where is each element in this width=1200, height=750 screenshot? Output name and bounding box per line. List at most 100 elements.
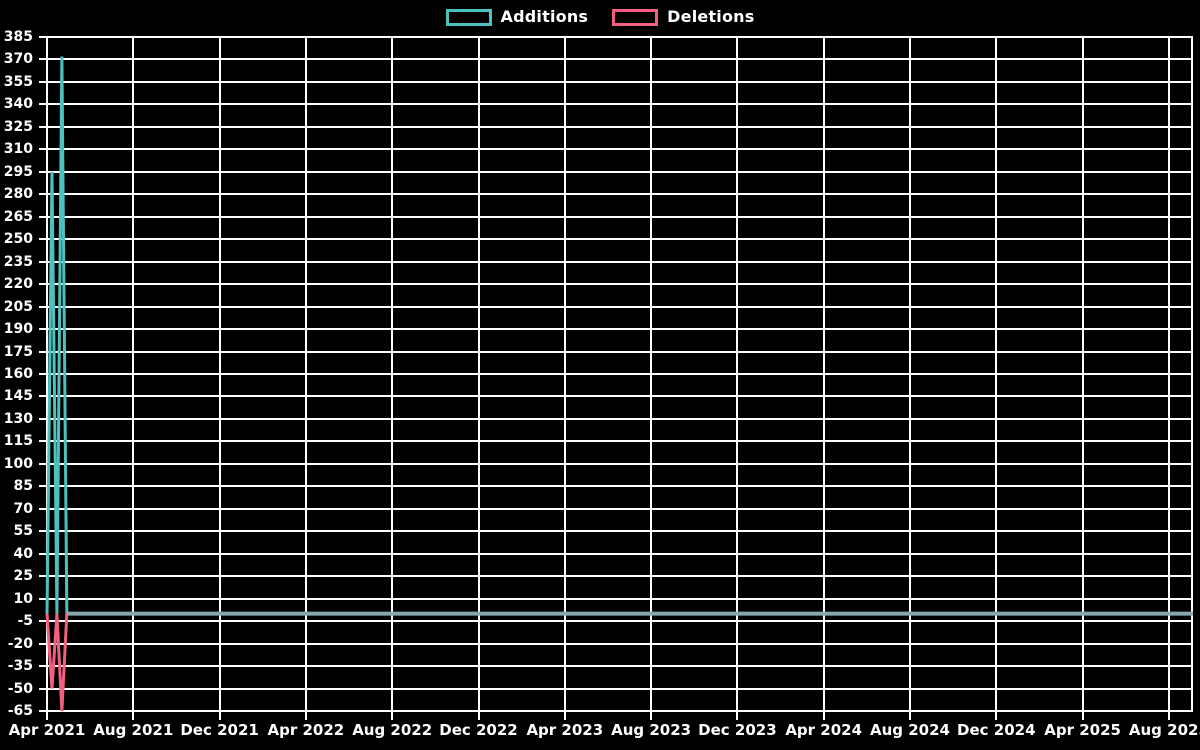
grid-line-vertical <box>132 37 135 711</box>
y-axis-label: -65 <box>7 703 33 719</box>
x-axis-label: Aug 2022 <box>352 721 433 739</box>
x-axis-tick <box>736 711 739 720</box>
y-axis-label: 70 <box>13 500 33 517</box>
x-axis-label: Dec 2023 <box>698 721 777 739</box>
y-axis-label: -50 <box>7 680 33 697</box>
y-axis-tick <box>39 620 47 623</box>
y-axis-tick <box>39 462 47 465</box>
y-axis-label: -35 <box>7 658 33 675</box>
y-axis-tick <box>39 125 47 128</box>
x-axis-label: Apr 2022 <box>267 721 345 739</box>
y-axis-label: -5 <box>17 613 33 630</box>
grid-line-horizontal <box>47 642 1193 645</box>
y-axis-label: 295 <box>3 163 33 180</box>
y-axis-tick <box>39 36 47 38</box>
y-axis-tick <box>39 440 47 443</box>
grid-line-horizontal <box>47 417 1193 420</box>
y-axis-tick <box>39 305 47 308</box>
plot-area: 385 370 355 340 325 310 295 280 265 250 235 220 205 1… <box>4 29 1200 739</box>
x-axis-label: Apr 2023 <box>526 721 604 739</box>
y-axis-tick <box>39 642 47 645</box>
grid-line-vertical <box>995 37 998 711</box>
grid-line-vertical <box>1081 37 1084 711</box>
grid-line-vertical <box>909 37 911 711</box>
y-axis-tick <box>39 80 47 83</box>
grid-line-horizontal <box>47 485 1193 488</box>
legend-item-deletions[interactable]: Deletions <box>612 7 755 26</box>
y-axis-tick <box>39 665 47 668</box>
y-axis-tick <box>39 58 47 61</box>
y-axis-tick <box>39 417 47 420</box>
y-axis-tick <box>39 193 47 196</box>
x-axis-tick <box>1167 711 1170 720</box>
y-axis-label: 205 <box>3 298 33 315</box>
grid-line-vertical <box>822 37 825 711</box>
x-axis-tick <box>909 711 911 720</box>
x-axis-label: Dec 2021 <box>180 721 259 739</box>
x-axis-tick <box>822 711 825 720</box>
x-axis-label: Apr 2021 <box>8 721 86 739</box>
y-axis-label: 235 <box>3 253 33 270</box>
y-axis-label: 220 <box>3 276 33 293</box>
y-axis-label: -20 <box>7 635 33 652</box>
x-axis-label: Aug 2024 <box>870 721 950 739</box>
y-axis-tick <box>39 485 47 488</box>
y-axis-tick <box>39 395 47 398</box>
grid-line-horizontal <box>47 283 1193 286</box>
y-axis-tick <box>39 238 47 241</box>
y-axis-label: 160 <box>3 366 33 382</box>
y-axis-label: 340 <box>3 96 33 113</box>
y-axis-tick <box>39 687 47 690</box>
y-axis-label: 10 <box>13 590 33 607</box>
x-axis-tick <box>1081 711 1084 720</box>
grid-line-vertical <box>218 37 221 711</box>
x-axis-label: Apr 2024 <box>785 721 863 739</box>
grid-line-horizontal <box>47 36 1193 38</box>
series-line-additions <box>45 56 1193 616</box>
y-axis-tick <box>39 530 47 533</box>
y-axis-label: 100 <box>3 455 33 472</box>
y-axis-tick <box>39 215 47 218</box>
series-line-deletions <box>45 612 1193 712</box>
y-axis-label: 280 <box>3 186 33 203</box>
grid-line-horizontal <box>47 665 1193 668</box>
grid-line-horizontal <box>47 238 1193 241</box>
y-axis-tick <box>39 350 47 353</box>
x-axis-tick <box>391 711 394 720</box>
y-axis-label: 55 <box>13 523 33 540</box>
grid-line-horizontal <box>47 620 1193 623</box>
y-axis-tick <box>39 170 47 173</box>
x-axis-tick <box>563 711 566 720</box>
grid-line-horizontal <box>47 58 1193 61</box>
y-axis-label: 25 <box>13 568 33 585</box>
x-axis-tick <box>46 711 48 720</box>
y-axis-label: 130 <box>3 410 33 427</box>
y-axis-tick <box>39 283 47 286</box>
y-axis-label: 370 <box>3 51 33 68</box>
y-axis-tick <box>39 103 47 106</box>
grid-line-horizontal <box>47 103 1193 106</box>
grid-line-horizontal <box>47 305 1193 308</box>
legend-item-additions[interactable]: Additions <box>445 7 589 26</box>
grid-line-vertical <box>1167 37 1170 711</box>
y-axis-label: 115 <box>3 433 33 450</box>
y-axis-tick <box>39 260 47 263</box>
grid-line-vertical <box>563 37 566 711</box>
grid-line-horizontal <box>47 597 1193 600</box>
y-axis-label: 265 <box>3 208 33 225</box>
grid-line-vertical <box>304 37 307 711</box>
chart-legend: Additions Deletions <box>0 0 1200 34</box>
x-axis-label: Aug 2021 <box>93 721 174 739</box>
grid-line-horizontal <box>47 687 1193 690</box>
legend-label-additions: Additions <box>500 7 589 26</box>
y-axis-label: 190 <box>3 321 33 338</box>
y-axis-label: 250 <box>3 231 33 248</box>
grid-line-vertical <box>477 37 480 711</box>
legend-label-deletions: Deletions <box>667 7 755 26</box>
grid-line-horizontal <box>47 328 1193 331</box>
grid-line-horizontal <box>47 193 1193 196</box>
y-axis-tick <box>39 552 47 555</box>
grid-line-horizontal <box>47 552 1193 555</box>
y-axis-tick <box>39 328 47 331</box>
